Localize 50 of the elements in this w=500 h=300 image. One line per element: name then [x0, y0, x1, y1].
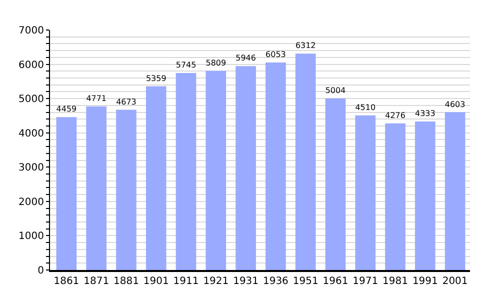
x-tick-label: 1936	[262, 276, 288, 287]
y-tick-label: 1000	[18, 231, 44, 242]
x-tick-label: 1991	[412, 276, 438, 287]
data-label: 4510	[355, 102, 376, 112]
data-label: 4603	[444, 100, 466, 109]
x-tick-label: 1861	[54, 276, 80, 287]
bar	[295, 54, 316, 270]
data-label: 6312	[295, 41, 316, 50]
y-tick-label: 4000	[18, 128, 44, 140]
x-tick-label: 1871	[84, 276, 110, 287]
data-label: 5809	[206, 58, 226, 68]
bar	[56, 117, 77, 270]
data-label: 4333	[415, 109, 436, 118]
data-label: 5359	[146, 74, 166, 83]
data-label: 6053	[266, 50, 286, 60]
y-tick-label: 6000	[18, 60, 44, 71]
x-tick-label: 1981	[382, 276, 408, 287]
y-tick-label: 0	[38, 266, 44, 276]
data-label: 4276	[385, 110, 406, 120]
x-tick-label: 1911	[173, 276, 199, 287]
x-tick-label: 1961	[322, 276, 348, 287]
data-label: 4459	[56, 104, 77, 114]
x-tick-label: 1921	[203, 276, 229, 287]
bar	[146, 86, 166, 270]
x-tick-label: 1971	[352, 276, 378, 287]
bar	[116, 110, 136, 270]
data-label: 4673	[116, 97, 136, 106]
data-label: 5946	[236, 54, 256, 63]
data-label: 4771	[86, 94, 106, 104]
bar	[266, 62, 286, 270]
data-label: 5004	[325, 86, 346, 96]
x-tick-label: 2001	[442, 276, 468, 287]
bar	[206, 70, 226, 270]
x-tick-label: 1951	[292, 276, 318, 287]
bar	[444, 112, 466, 270]
y-tick-label: 5000	[18, 94, 44, 106]
bar	[325, 98, 346, 270]
bar	[236, 66, 256, 270]
y-tick-label: 2000	[18, 196, 44, 208]
data-label: 5745	[176, 60, 196, 70]
x-tick-label: 1931	[233, 276, 259, 287]
bar	[176, 73, 196, 270]
bar	[86, 106, 106, 270]
x-tick-label: 1881	[114, 276, 139, 287]
bar	[415, 121, 436, 270]
y-tick-label: 3000	[18, 162, 44, 174]
bar	[385, 123, 406, 270]
y-tick-label: 7000	[18, 26, 44, 36]
x-tick-label: 1901	[143, 276, 169, 287]
bar	[355, 115, 376, 270]
